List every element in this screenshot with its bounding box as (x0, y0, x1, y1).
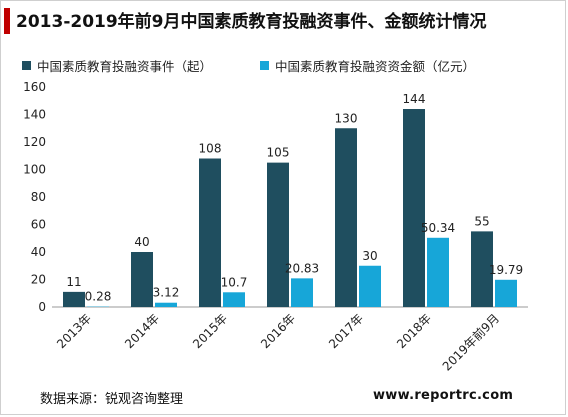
bar-series-2 (495, 279, 517, 307)
bar-series-1 (403, 109, 425, 307)
bar-series-2 (359, 265, 381, 307)
data-label-series-2: 0.28 (85, 290, 112, 304)
y-tick-label: 60 (31, 218, 46, 232)
bar-series-1 (131, 252, 153, 307)
bar-series-1 (199, 158, 221, 307)
title-accent-bar (4, 8, 10, 34)
data-label-series-2: 10.7 (221, 275, 248, 289)
x-tick-label: 2016年 (258, 311, 298, 351)
y-tick-label: 20 (31, 273, 46, 287)
data-label-series-1: 40 (134, 235, 149, 249)
bar-series-1 (267, 162, 289, 307)
y-tick-label: 80 (31, 190, 46, 204)
data-source-note: 数据来源：锐观咨询整理 (40, 392, 184, 407)
data-label-series-2: 3.12 (153, 286, 180, 300)
data-label-series-2: 19.79 (489, 263, 523, 277)
legend-swatch-series-2 (260, 61, 269, 70)
y-tick-label: 0 (38, 300, 46, 314)
x-tick-label: 2014年 (122, 311, 162, 351)
bar-series-1 (471, 231, 493, 307)
bar-series-2 (291, 278, 313, 307)
data-label-series-1: 108 (199, 142, 222, 156)
legend-swatch-series-1 (22, 61, 31, 70)
legend-item-series-1: 中国素质教育投融资事件（起） (22, 56, 212, 75)
bar-series-2 (155, 302, 177, 307)
data-label-series-1: 130 (335, 111, 358, 125)
data-label-series-1: 144 (403, 92, 426, 106)
y-tick-label: 100 (23, 163, 46, 177)
x-tick-label: 2017年 (326, 311, 366, 351)
y-tick-label: 40 (31, 245, 46, 259)
x-tick-label: 2018年 (394, 311, 434, 351)
bar-series-1 (63, 291, 85, 307)
data-label-series-1: 105 (267, 146, 290, 160)
bar-series-1 (335, 128, 357, 307)
y-tick-label: 160 (23, 80, 46, 94)
data-label-series-2: 20.83 (285, 261, 319, 275)
legend-label-series-2: 中国素质教育投融资资金额（亿元） (275, 59, 476, 74)
x-tick-label: 2013年 (54, 311, 94, 351)
data-label-series-1: 55 (474, 214, 489, 228)
x-tick-label: 2019年前9月 (439, 311, 502, 374)
website-url: www.reportrc.com (373, 388, 514, 403)
legend-label-series-1: 中国素质教育投融资事件（起） (37, 59, 213, 74)
bar-series-2 (223, 292, 245, 307)
x-tick-label: 2015年 (190, 311, 230, 351)
data-label-series-2: 30 (362, 249, 377, 263)
y-tick-label: 120 (23, 135, 46, 149)
chart-title: 2013-2019年前9月中国素质教育投融资事件、金额统计情况 (16, 12, 487, 32)
data-label-series-2: 50.34 (421, 221, 455, 235)
bar-series-2 (427, 237, 449, 307)
data-label-series-1: 11 (66, 275, 81, 289)
y-tick-label: 140 (23, 108, 46, 122)
legend-item-series-2: 中国素质教育投融资资金额（亿元） (260, 56, 475, 75)
